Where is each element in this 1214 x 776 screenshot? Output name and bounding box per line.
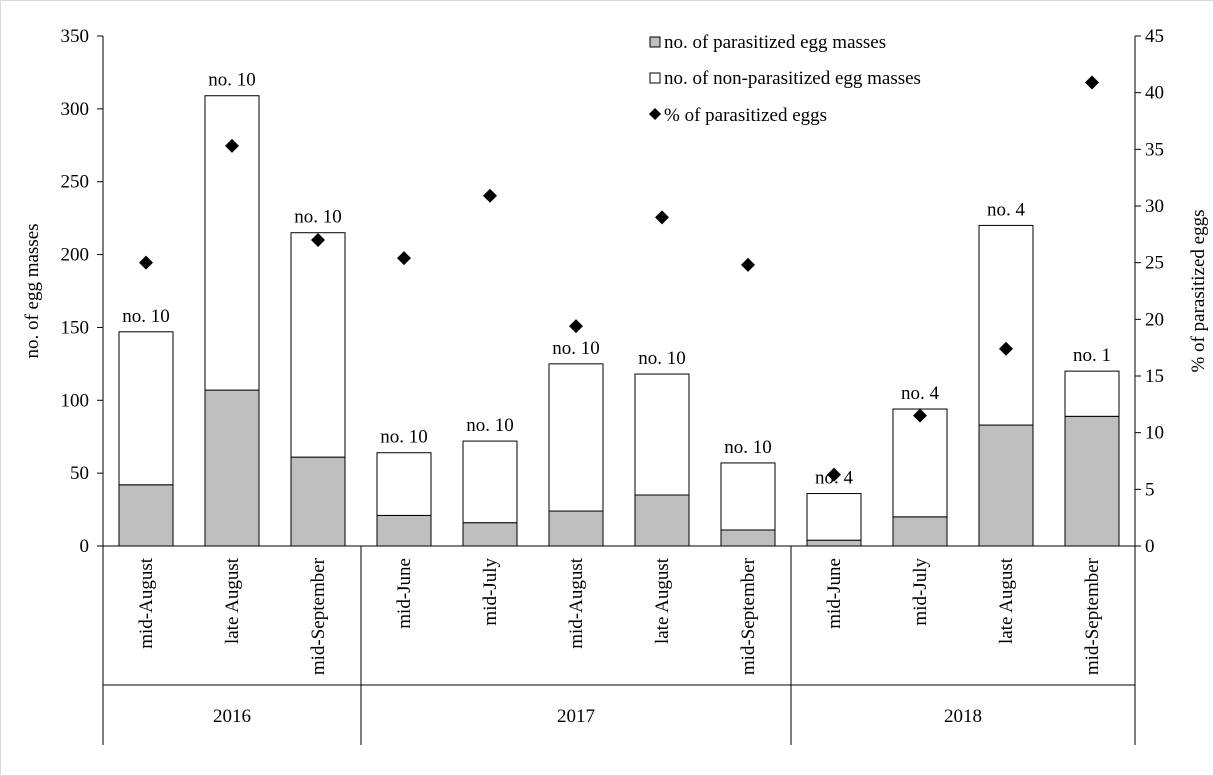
y-tick-label-right: 20 <box>1145 309 1164 330</box>
bar-non-parasitized <box>376 452 432 516</box>
bar-data-label: no. 4 <box>987 199 1026 220</box>
bar-data-label: no. 10 <box>638 348 686 369</box>
category-label: mid-September <box>1082 557 1103 675</box>
pct-point-marker <box>483 188 497 203</box>
y-tick-label-right: 25 <box>1145 253 1164 274</box>
bar-non-parasitized <box>720 462 776 531</box>
pct-point-marker <box>225 138 239 153</box>
y-tick-label-left: 0 <box>80 536 90 557</box>
y-tick-label-right: 40 <box>1145 83 1164 104</box>
legend-label-percent: % of parasitized eggs <box>664 105 827 126</box>
bar-parasitized <box>376 514 432 547</box>
year-label: 2017 <box>557 706 595 727</box>
category-label: late August <box>996 557 1017 644</box>
y-tick-label-left: 300 <box>61 99 90 120</box>
pct-point-marker <box>1085 75 1099 90</box>
category-label: mid-July <box>910 558 931 626</box>
bar-parasitized <box>290 456 346 547</box>
year-label: 2016 <box>213 706 251 727</box>
bar-non-parasitized <box>1064 370 1120 417</box>
bar-parasitized <box>634 494 690 547</box>
y-tick-label-right: 0 <box>1145 536 1155 557</box>
bar-parasitized <box>204 389 260 547</box>
category-label: late August <box>652 557 673 644</box>
pct-point-marker <box>913 408 927 423</box>
y-tick-label-right: 15 <box>1145 366 1164 387</box>
y-tick-label-right: 30 <box>1145 196 1164 217</box>
category-label: mid-September <box>738 557 759 675</box>
legend-layer: no. of parasitized egg masses no. of non-… <box>649 32 921 126</box>
pct-point-marker <box>569 319 583 334</box>
year-label: 2018 <box>944 706 982 727</box>
pct-point-marker <box>655 210 669 225</box>
bar-parasitized <box>118 484 174 547</box>
category-label: mid-August <box>566 557 587 649</box>
y-axis-title-right: % of parasitized eggs <box>1188 209 1209 372</box>
bar-parasitized <box>720 529 776 547</box>
bar-data-label: no. 10 <box>724 437 772 458</box>
pct-point-marker <box>741 257 755 272</box>
y-tick-label-left: 50 <box>70 463 89 484</box>
bar-parasitized <box>978 424 1034 547</box>
bar-non-parasitized <box>548 363 604 512</box>
pct-point-marker <box>311 233 325 247</box>
bar-data-label: no. 4 <box>815 468 854 489</box>
bar-parasitized <box>548 510 604 547</box>
bar-non-parasitized <box>462 440 518 524</box>
bar-data-label: no. 10 <box>552 338 600 359</box>
bar-non-parasitized <box>290 232 346 458</box>
bar-non-parasitized <box>892 408 948 518</box>
legend-label-non-parasitized: no. of non-parasitized egg masses <box>664 68 921 89</box>
legend-swatch-parasitized <box>649 36 661 48</box>
y-tick-label-left: 350 <box>61 26 90 47</box>
bar-non-parasitized <box>634 373 690 496</box>
y-tick-label-left: 150 <box>61 317 90 338</box>
y-tick-label-right: 35 <box>1145 139 1164 160</box>
bar-parasitized <box>1064 415 1120 547</box>
bar-data-label: no. 10 <box>466 415 514 436</box>
axes-layer: 0 50 100 150 200 250 300 350 0 5 10 15 20 25 30 35 40 45 n… <box>22 26 1209 745</box>
legend-swatch-percent <box>649 108 661 120</box>
category-label: mid-July <box>480 558 501 626</box>
bar-data-label: no. 10 <box>122 306 170 327</box>
category-label: mid-June <box>824 558 845 629</box>
bars-layer <box>118 95 1120 547</box>
legend-label-parasitized: no. of parasitized egg masses <box>664 32 886 53</box>
bar-parasitized <box>806 539 862 547</box>
y-tick-label-right: 10 <box>1145 423 1164 444</box>
points-layer <box>139 75 1099 482</box>
bar-data-label: no. 1 <box>1073 345 1111 366</box>
pct-point-marker <box>999 341 1013 356</box>
bar-non-parasitized <box>806 493 862 541</box>
y-axis-title-left: no. of egg masses <box>22 223 43 358</box>
pct-point-marker <box>139 255 153 270</box>
bar-data-label: no. 10 <box>380 427 428 448</box>
y-tick-label-left: 100 <box>61 390 90 411</box>
y-tick-label-right: 5 <box>1145 479 1155 500</box>
category-label: mid-August <box>136 557 157 649</box>
legend-swatch-non-parasitized <box>649 72 661 84</box>
bar-data-label: no. 10 <box>208 70 256 91</box>
pct-point-marker <box>397 251 411 266</box>
bar-data-label: no. 10 <box>294 207 342 228</box>
bar-non-parasitized <box>978 224 1034 426</box>
category-label: mid-June <box>394 558 415 629</box>
category-label: mid-September <box>308 557 329 675</box>
pct-point-marker <box>827 467 841 482</box>
bar-parasitized <box>892 516 948 547</box>
y-tick-label-left: 250 <box>61 172 90 193</box>
y-tick-label-left: 200 <box>61 245 90 266</box>
bar-parasitized <box>462 522 518 547</box>
y-tick-label-right: 45 <box>1145 26 1164 47</box>
labels-layer: no. 10 no. 10 no. 10 no. 10 no. 10 no. 10 no. … <box>122 70 1111 489</box>
bar-data-label: no. 4 <box>901 383 940 404</box>
bar-non-parasitized <box>118 331 174 486</box>
category-label: late August <box>222 557 243 644</box>
